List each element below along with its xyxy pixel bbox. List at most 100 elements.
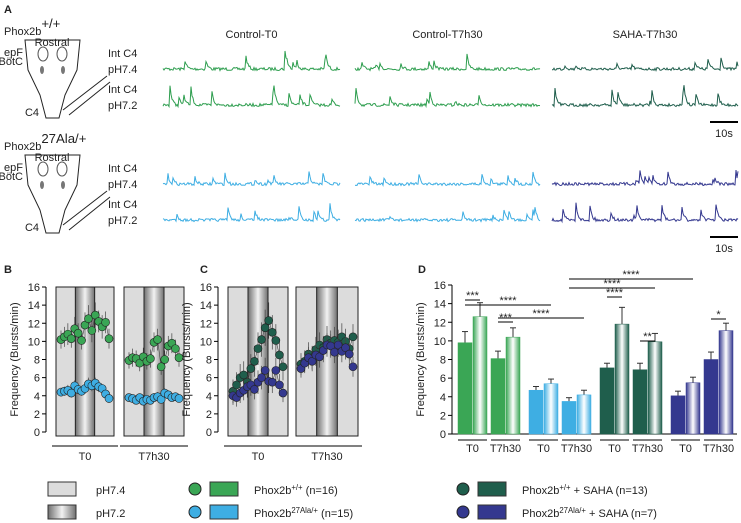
row-label: Int C4 [108,48,137,60]
bar [670,395,686,435]
trace [551,202,739,224]
y-tick-label: 6 [206,373,212,385]
trace [552,57,739,72]
trace [162,203,341,223]
schematic-label: epF [4,162,23,174]
data-point [146,354,155,363]
text-base: Phox2b [254,485,291,497]
bar [561,401,577,435]
trace [354,53,541,72]
data-point [84,314,93,324]
schematic-label: epF [4,47,23,59]
data-point [77,336,86,345]
row-label: Int C4 [108,163,137,175]
data-point [257,335,266,344]
legend-marker [188,482,202,496]
y-tick-label: 2 [440,410,446,422]
y-axis-label: Frequency (Bursts/min) [181,302,193,416]
legend-label: Phox2b+/+ (n=16) [254,483,338,498]
significance-label: **** [499,295,517,307]
genotype-label: Phox2b27Ala/+ [4,131,87,154]
y-tick-label: 10 [434,336,446,348]
scale-bar-label: 10s [715,243,733,255]
panel-label: D [418,264,426,276]
y-axis-label: Frequency (Bursts/min) [9,302,21,416]
y-tick-label: 10 [200,336,212,348]
significance-label: **** [603,278,621,290]
y-tick-label: 12 [28,318,40,330]
legend-marker [456,505,470,519]
data-point [275,380,284,390]
y-tick-label: 8 [206,355,212,367]
x-tick-label: T7h30 [632,443,663,455]
panel-label: A [4,4,12,16]
legend-label: pH7.2 [96,508,125,520]
significance-label: **** [532,308,550,320]
bar [599,367,615,435]
y-tick-label: 14 [434,299,446,311]
text-base: Phox2b [4,141,41,153]
y-tick-label: 4 [440,392,446,404]
panel-label: C [200,264,208,276]
y-tick-label: 2 [206,409,212,421]
row-label: pH7.4 [108,179,137,191]
data-point [307,357,317,366]
significance-label: * [716,309,721,321]
y-tick-label: 10 [28,336,40,348]
data-point [171,344,180,353]
trace [551,169,739,187]
text-suffix: (n=16) [303,485,338,497]
legend-label: Phox2b27Ala/+ + SAHA (n=7) [522,506,657,521]
y-tick-label: 16 [28,282,40,294]
x-tick-label: T0 [537,443,550,455]
ph72-period [316,286,338,437]
trace [354,207,541,223]
text-suffix: (n=15) [318,508,353,520]
text-sup: +/+ [291,483,303,492]
x-group-label: T7h30 [138,451,169,463]
data-point [257,373,266,382]
legend-marker [456,482,470,496]
schematic-label: C4 [25,222,39,234]
text-base: Phox2b [4,26,41,38]
text-suffix: + SAHA (n=7) [586,508,657,520]
bar [472,316,488,435]
data-point [156,362,166,372]
row-label: pH7.2 [108,215,137,227]
data-point [278,362,288,372]
schematic-nucleus [61,66,65,74]
condition-title: SAHA-T7h30 [613,29,678,41]
trace [354,171,541,187]
schematic-nucleus [40,66,44,74]
data-point [246,364,256,373]
data-point [232,380,241,390]
legend-marker [188,505,202,519]
data-point [174,394,184,403]
y-tick-label: 0 [34,427,40,439]
schematic-nucleus [40,181,44,189]
data-point [66,388,76,398]
data-point [160,355,170,364]
genotype-label: Phox2b+/+ [4,16,61,39]
data-point [260,323,270,333]
y-tick-label: 4 [206,391,212,403]
y-tick-label: 12 [200,318,212,330]
text-sup: 27Ala/+ [291,506,318,515]
row-label: pH7.2 [108,100,137,112]
bar [490,358,506,435]
panel-label: B [4,264,12,276]
y-tick-label: 4 [34,391,40,403]
schematic-oval [56,46,68,62]
y-tick-label: 8 [440,355,446,367]
schematic-oval [37,46,49,62]
y-tick-label: 8 [34,355,40,367]
y-tick-label: 0 [206,427,212,439]
bar [718,330,734,435]
data-point [330,347,339,357]
legend-swatch [209,504,239,520]
schematic-label: Rostral [35,152,70,164]
data-point [344,349,354,359]
bar [614,323,630,435]
y-tick-label: 14 [200,300,212,312]
x-tick-label: T0 [679,443,692,455]
